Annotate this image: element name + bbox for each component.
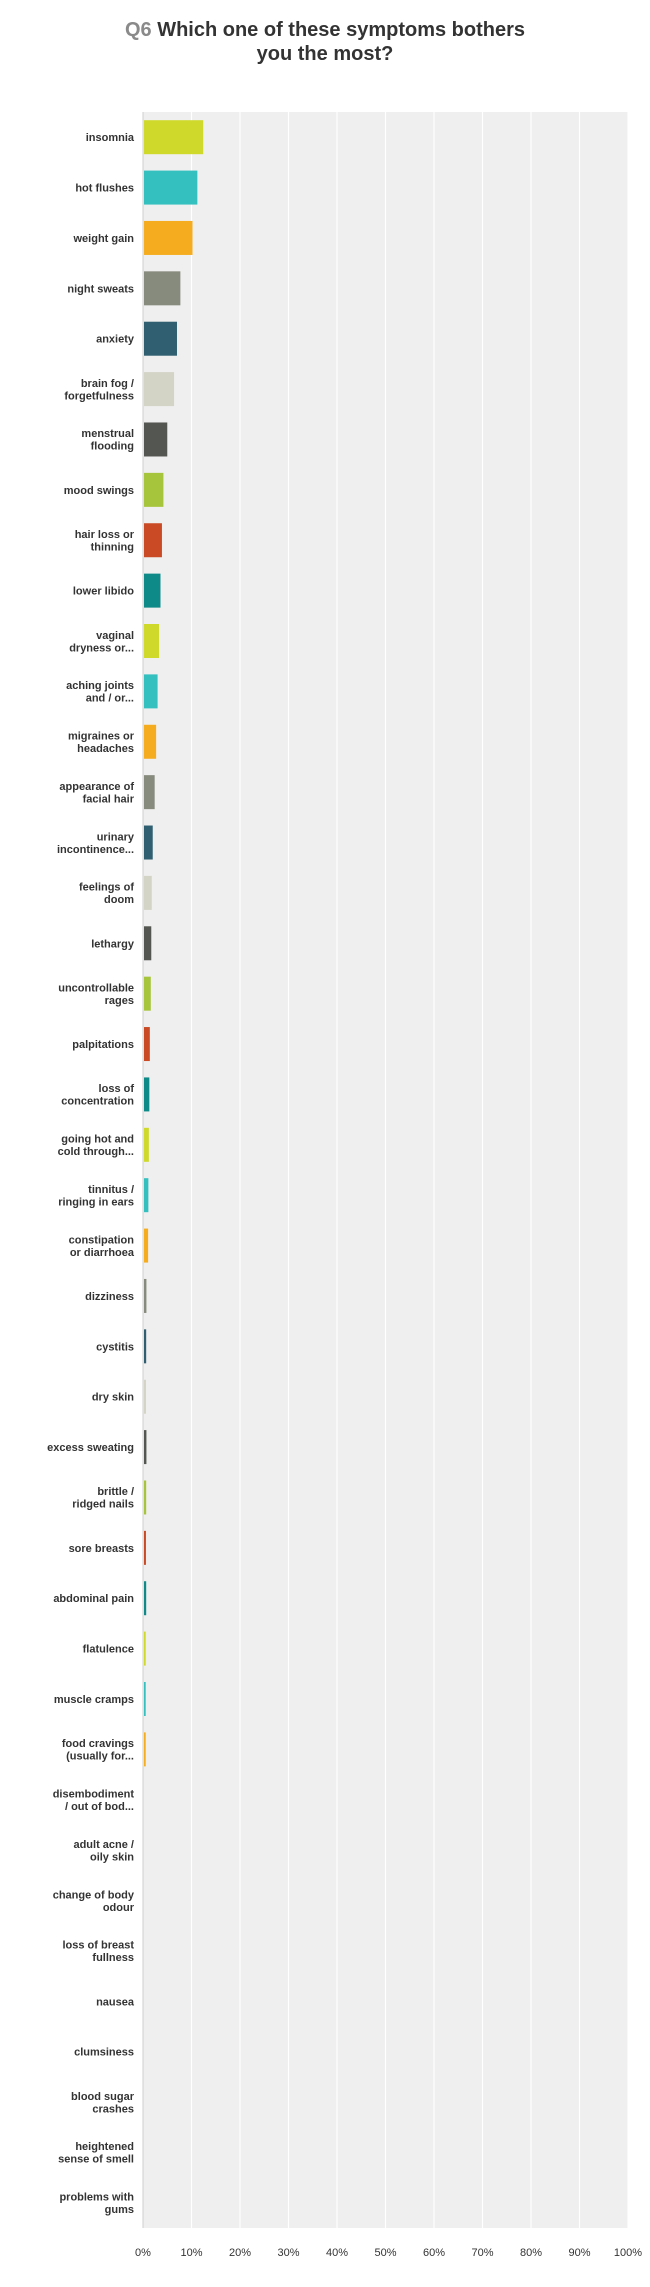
x-tick-label: 90%	[568, 2247, 590, 2259]
category-label: tinnitus / ringing in ears	[58, 1184, 134, 1209]
bar	[144, 825, 153, 860]
bar	[144, 1278, 147, 1313]
bar	[144, 321, 177, 356]
category-label: change of body odour	[53, 1889, 135, 1914]
category-label: blood sugar crashes	[71, 2091, 135, 2116]
category-label: anxiety	[96, 334, 135, 346]
category-label: nausea	[96, 1996, 135, 2008]
bar	[144, 1127, 149, 1162]
bar	[144, 1027, 150, 1062]
category-label: cystitis	[96, 1341, 134, 1353]
bar	[144, 472, 164, 507]
category-label: heightened sense of smell	[58, 2141, 134, 2166]
bar	[144, 1430, 147, 1465]
chart-title: Q6 Which one of these symptoms bothers y…	[0, 18, 650, 66]
bar	[144, 573, 161, 608]
bar	[144, 1228, 149, 1263]
category-label: brain fog / forgetfulness	[64, 378, 134, 403]
category-label: adult acne / oily skin	[73, 1839, 134, 1864]
category-label: loss of breast fullness	[62, 1940, 134, 1965]
bar	[144, 724, 157, 759]
category-label: flatulence	[83, 1644, 134, 1656]
bar	[144, 1379, 146, 1414]
title-line-2: you the most?	[256, 43, 394, 65]
category-label: food cravings (usually for...	[62, 1738, 134, 1763]
category-label: weight gain	[73, 233, 135, 245]
bar	[144, 422, 168, 457]
bar	[144, 523, 162, 558]
x-tick-label: 10%	[180, 2247, 202, 2259]
bar	[144, 674, 158, 709]
category-label: urinary incontinence...	[57, 831, 135, 856]
category-label: feelings of doom	[79, 882, 134, 907]
bar	[144, 775, 155, 810]
bar	[144, 1329, 147, 1364]
category-label: brittle / ridged nails	[72, 1486, 134, 1511]
category-label: uncontrollable rages	[58, 982, 134, 1007]
bar	[144, 976, 151, 1011]
bar	[144, 1631, 146, 1666]
bar	[144, 220, 193, 255]
x-tick-label: 0%	[135, 2247, 151, 2259]
x-tick-label: 70%	[471, 2247, 493, 2259]
category-label: mood swings	[64, 485, 134, 497]
category-label: dizziness	[85, 1291, 134, 1303]
category-label: clumsiness	[74, 2047, 134, 2059]
bar	[144, 1682, 146, 1716]
title-line-1: Q6 Which one of these symptoms bothers	[0, 18, 650, 42]
bar	[144, 1178, 149, 1213]
bar	[144, 1732, 146, 1767]
category-label: hot flushes	[75, 183, 134, 195]
category-label: constipation or diarrhoea	[69, 1234, 135, 1259]
bar	[144, 120, 204, 155]
category-label: migraines or headaches	[68, 731, 135, 756]
category-label: hair loss or thinning	[75, 529, 135, 554]
category-label: night sweats	[67, 283, 134, 295]
category-label: menstrual flooding	[81, 428, 134, 453]
bar	[144, 1077, 150, 1112]
x-tick-label: 100%	[614, 2247, 642, 2259]
category-label: abdominal pain	[53, 1593, 134, 1605]
category-label: palpitations	[72, 1039, 134, 1051]
category-label: going hot and cold through...	[58, 1134, 134, 1159]
category-label: dry skin	[92, 1392, 134, 1404]
bar	[144, 1480, 147, 1515]
category-label: muscle cramps	[54, 1694, 134, 1706]
category-label: aching joints and / or...	[66, 680, 134, 705]
bar	[144, 624, 160, 658]
question-number: Q6	[124, 19, 152, 41]
category-label: appearance of facial hair	[59, 781, 134, 806]
category-label: insomnia	[86, 132, 135, 144]
bar	[144, 1530, 146, 1565]
category-label: problems with gums	[59, 2192, 134, 2217]
x-tick-label: 50%	[374, 2247, 396, 2259]
category-label: sore breasts	[69, 1543, 134, 1555]
bar	[144, 926, 152, 961]
bar	[144, 372, 175, 407]
category-label: lethargy	[91, 938, 135, 950]
bar	[144, 1581, 147, 1616]
x-tick-label: 20%	[229, 2247, 251, 2259]
category-label: loss of concentration	[61, 1083, 134, 1108]
x-tick-label: 60%	[423, 2247, 445, 2259]
category-label: vaginal dryness or...	[69, 630, 134, 655]
x-tick-label: 40%	[326, 2247, 348, 2259]
x-tick-label: 80%	[520, 2247, 542, 2259]
category-label: lower libido	[73, 586, 134, 598]
question-title: Which one of these symptoms bothers	[157, 19, 526, 41]
bar	[144, 271, 181, 306]
x-tick-label: 30%	[277, 2247, 299, 2259]
bar	[144, 170, 198, 205]
bar	[144, 875, 152, 910]
category-label: excess sweating	[47, 1442, 134, 1454]
category-label: disembodiment / out of bod...	[53, 1789, 135, 1814]
